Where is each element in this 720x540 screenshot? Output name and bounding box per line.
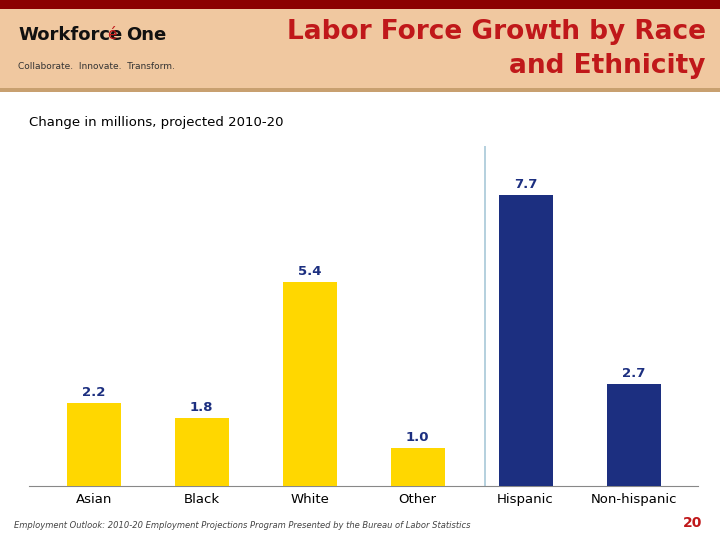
- Bar: [607, 384, 661, 486]
- Text: 7.7: 7.7: [514, 178, 537, 191]
- Text: 1.0: 1.0: [406, 431, 429, 444]
- Text: 2.7: 2.7: [622, 367, 645, 380]
- Bar: [67, 403, 121, 486]
- Text: and Ethnicity: and Ethnicity: [509, 53, 706, 79]
- Text: 2.2: 2.2: [82, 386, 105, 399]
- Text: é: é: [107, 28, 117, 42]
- Text: Employment Outlook: 2010-20 Employment Projections Program Presented by the Bure: Employment Outlook: 2010-20 Employment P…: [14, 521, 471, 530]
- Text: 1.8: 1.8: [190, 401, 213, 414]
- Text: 20: 20: [683, 516, 702, 530]
- Bar: [499, 195, 553, 486]
- Text: 5.4: 5.4: [298, 265, 321, 278]
- Text: Workforce: Workforce: [18, 26, 122, 44]
- Bar: [0, 88, 720, 92]
- Text: Labor Force Growth by Race: Labor Force Growth by Race: [287, 19, 706, 45]
- Bar: [391, 448, 445, 486]
- Text: Change in millions, projected 2010-20: Change in millions, projected 2010-20: [29, 116, 283, 129]
- Text: Collaborate.  Innovate.  Transform.: Collaborate. Innovate. Transform.: [18, 62, 175, 71]
- Text: One: One: [126, 26, 166, 44]
- Bar: [283, 282, 337, 486]
- Bar: [0, 0, 720, 9]
- Bar: [175, 418, 229, 486]
